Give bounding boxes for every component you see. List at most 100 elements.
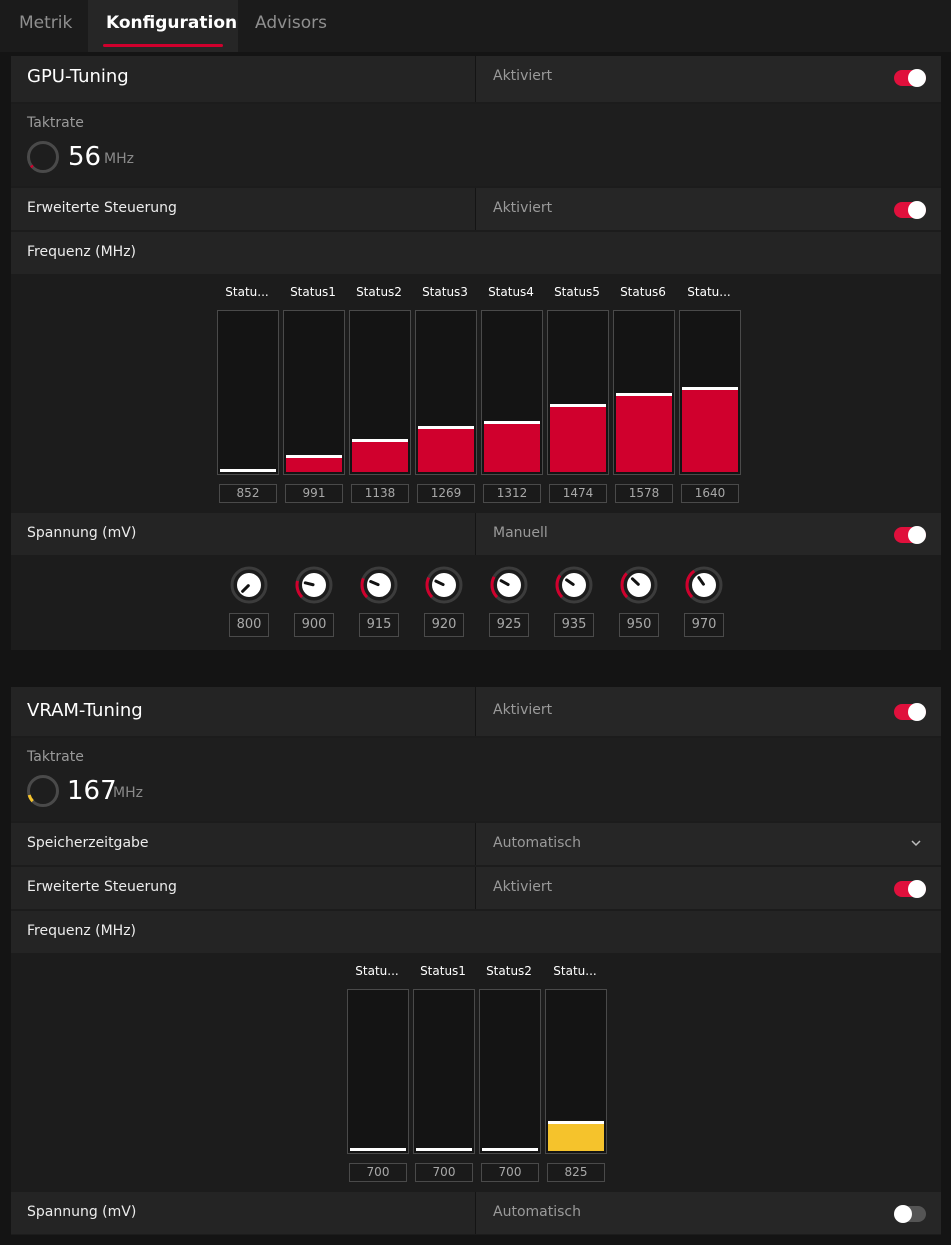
tab-label: Metrik [19, 13, 73, 33]
gpu-frequency-input[interactable]: 1640 [681, 484, 739, 503]
voltage-knob[interactable] [294, 565, 334, 605]
chevron-down-icon [911, 840, 921, 847]
vram-voltage-toggle[interactable] [894, 1205, 926, 1223]
vram-frequency-input[interactable]: 825 [547, 1163, 605, 1182]
vram-frequency-input[interactable]: 700 [481, 1163, 539, 1182]
vram-state-label: Status2 [486, 964, 532, 978]
gpu-voltage-input[interactable]: 915 [359, 613, 399, 637]
vram-voltage-label: Spannung (mV) [27, 1204, 137, 1220]
gpu-frequency-slider[interactable] [283, 310, 345, 475]
gpu-frequency-input[interactable]: 1312 [483, 484, 541, 503]
gpu-tuning-card: GPU-Tuning Aktiviert Taktrate 56 MHz Erw… [11, 56, 941, 650]
vram-frequency-input[interactable]: 700 [349, 1163, 407, 1182]
gpu-state-label: Status1 [290, 285, 336, 299]
gpu-frequency-slider[interactable] [547, 310, 609, 475]
gpu-frequency-label: Frequenz (MHz) [27, 244, 137, 260]
vram-tuning-header: VRAM-Tuning Aktiviert [11, 687, 941, 736]
gpu-voltage-toggle[interactable] [894, 526, 926, 544]
vram-frequency-slider[interactable] [413, 989, 475, 1154]
vram-frequency-handle[interactable] [548, 1121, 604, 1124]
vram-frequency-fill [548, 1124, 604, 1151]
vram-advanced-row: Erweiterte Steuerung Aktiviert [11, 867, 941, 909]
gpu-voltage-input[interactable]: 935 [554, 613, 594, 637]
voltage-knob[interactable] [489, 565, 529, 605]
gpu-voltage-row: Spannung (mV) Manuell [11, 513, 941, 555]
vram-timing-label: Speicherzeitgabe [27, 835, 149, 851]
voltage-knob[interactable] [684, 565, 724, 605]
voltage-knob[interactable] [359, 565, 399, 605]
tab-label: Advisors [255, 13, 328, 33]
vram-frequency-label: Frequenz (MHz) [27, 923, 137, 939]
gpu-advanced-status: Aktiviert [493, 200, 553, 216]
gpu-advanced-label: Erweiterte Steuerung [27, 200, 177, 216]
tab-konfiguration[interactable]: Konfiguration [88, 0, 238, 52]
gpu-state-label: Status5 [554, 285, 600, 299]
vram-frequency-handle[interactable] [482, 1148, 538, 1151]
gpu-advanced-row: Erweiterte Steuerung Aktiviert [11, 188, 941, 230]
gpu-tuning-title: GPU-Tuning [27, 66, 129, 87]
gpu-frequency-fill [682, 390, 738, 472]
vram-timing-dropdown[interactable]: Automatisch [476, 823, 941, 865]
gpu-frequency-editor: Statu... 852 Status1 991 Status2 1138 Status3 1… [11, 274, 941, 512]
vram-tuning-title: VRAM-Tuning [27, 700, 143, 721]
gpu-frequency-slider[interactable] [679, 310, 741, 475]
gpu-advanced-toggle[interactable] [894, 201, 926, 219]
gpu-frequency-handle[interactable] [484, 421, 540, 424]
gpu-frequency-fill [286, 458, 342, 472]
gpu-state-label: Status3 [422, 285, 468, 299]
vram-tuning-toggle[interactable] [894, 703, 926, 721]
voltage-knob[interactable] [229, 565, 269, 605]
voltage-knob[interactable] [619, 565, 659, 605]
vram-advanced-toggle[interactable] [894, 880, 926, 898]
vram-clock-gauge-icon [27, 775, 59, 807]
gpu-voltage-input[interactable]: 920 [424, 613, 464, 637]
tab-metrik[interactable]: Metrik [1, 0, 90, 52]
gpu-frequency-input[interactable]: 991 [285, 484, 343, 503]
gpu-state-label: Status6 [620, 285, 666, 299]
tab-bar: Metrik Konfiguration Advisors [0, 0, 951, 52]
gpu-frequency-handle[interactable] [220, 469, 276, 472]
vram-state-label: Status1 [420, 964, 466, 978]
gpu-frequency-handle[interactable] [286, 455, 342, 458]
vram-frequency-handle[interactable] [416, 1148, 472, 1151]
gpu-frequency-fill [418, 429, 474, 472]
gpu-frequency-input[interactable]: 1269 [417, 484, 475, 503]
gpu-frequency-handle[interactable] [616, 393, 672, 396]
gpu-frequency-handle[interactable] [682, 387, 738, 390]
vram-advanced-status: Aktiviert [493, 879, 553, 895]
vram-tuning-status: Aktiviert [493, 702, 553, 718]
gpu-voltage-input[interactable]: 800 [229, 613, 269, 637]
gpu-clock-gauge-icon [27, 141, 59, 173]
gpu-frequency-handle[interactable] [550, 404, 606, 407]
gpu-state-label: Statu... [687, 285, 731, 299]
vram-frequency-slider[interactable] [545, 989, 607, 1154]
gpu-voltage-input[interactable]: 925 [489, 613, 529, 637]
gpu-frequency-slider[interactable] [481, 310, 543, 475]
vram-frequency-handle[interactable] [350, 1148, 406, 1151]
voltage-knob[interactable] [554, 565, 594, 605]
gpu-frequency-fill [616, 396, 672, 472]
tab-label: Konfiguration [106, 13, 238, 33]
vram-frequency-slider[interactable] [347, 989, 409, 1154]
gpu-voltage-input[interactable]: 950 [619, 613, 659, 637]
gpu-frequency-slider[interactable] [217, 310, 279, 475]
gpu-frequency-handle[interactable] [418, 426, 474, 429]
gpu-frequency-input[interactable]: 1138 [351, 484, 409, 503]
gpu-voltage-input[interactable]: 970 [684, 613, 724, 637]
gpu-frequency-input[interactable]: 1578 [615, 484, 673, 503]
gpu-voltage-input[interactable]: 900 [294, 613, 334, 637]
gpu-frequency-handle[interactable] [352, 439, 408, 442]
gpu-voltage-editor: 800 900 915 920 925 935 950 970 [11, 555, 941, 650]
vram-advanced-label: Erweiterte Steuerung [27, 879, 177, 895]
gpu-frequency-slider[interactable] [415, 310, 477, 475]
gpu-tuning-toggle[interactable] [894, 69, 926, 87]
gpu-frequency-input[interactable]: 852 [219, 484, 277, 503]
vram-frequency-input[interactable]: 700 [415, 1163, 473, 1182]
vram-clock-panel: Taktrate 167 MHz [11, 738, 941, 821]
vram-frequency-slider[interactable] [479, 989, 541, 1154]
gpu-frequency-slider[interactable] [613, 310, 675, 475]
gpu-frequency-slider[interactable] [349, 310, 411, 475]
tab-advisors[interactable]: Advisors [237, 0, 345, 52]
gpu-frequency-input[interactable]: 1474 [549, 484, 607, 503]
voltage-knob[interactable] [424, 565, 464, 605]
